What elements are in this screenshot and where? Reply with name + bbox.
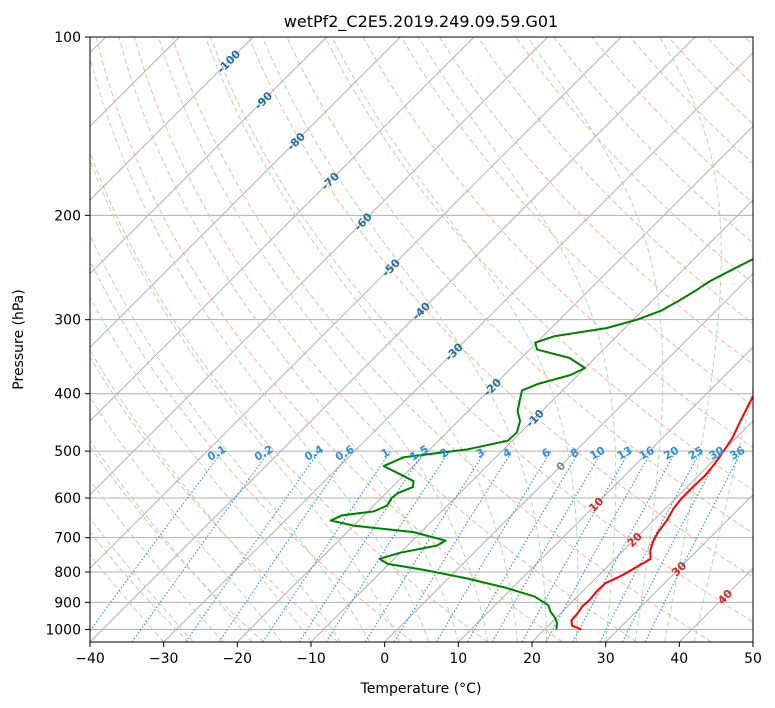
x-tick-label: −30 [149,651,179,667]
moist-adiabat-line [331,37,579,642]
y-tick-label: 600 [54,491,81,507]
moist-adiabat-line [659,37,722,642]
moist-adiabat-line [205,37,518,642]
moist-adiabat-line [118,37,459,642]
mixing-ratio-line [262,450,392,642]
dry-adiabat-line [210,37,753,623]
profile-lines [329,258,753,631]
axes: −40 −30 −20 −10 0 10 20 30 40 50 1000 900 800 700 600 5… [45,30,762,667]
dry-adiabat-line [95,37,563,642]
y-tick-label: 1000 [45,622,81,638]
mixing-ratio-line [644,450,743,642]
x-tick-label: 0 [380,651,389,667]
moist-adiabat-line [90,396,282,642]
dewpoint-line [329,258,753,630]
isotherm-line [90,37,475,422]
moist-adiabat-line [157,37,489,642]
mixing-ratio-line [364,450,486,642]
y-tick-label: 800 [54,565,81,581]
dry-adiabat-line [171,37,712,642]
y-tick-label: 400 [54,387,81,403]
x-tick-label: 20 [523,651,541,667]
moist-adiabat-line [90,295,341,642]
moist-adiabat-line [90,55,430,642]
isotherm-line [90,37,254,201]
isotherm-line [605,493,753,642]
mixing-ratio-line [521,450,630,642]
dry-adiabat-line [90,259,414,642]
mixing-ratio-line [545,450,653,642]
dry-adiabat-line [90,445,264,642]
y-axis-label: Pressure (hPa) [11,289,27,389]
isotherm-line [457,346,753,642]
dry-adiabat-line [90,356,339,642]
y-tick-label: 500 [54,444,81,460]
chart-title: wetPf2_C2E5.2019.249.09.59.G01 [284,12,558,32]
x-tick-label: −40 [75,651,105,667]
y-tick-label: 200 [54,208,81,224]
y-tick-label: 700 [54,531,81,547]
x-tick-label: −10 [296,651,326,667]
dry-adiabat-line [324,37,753,491]
moist-adiabat-line [90,439,253,642]
x-axis-label: Temperature (°C) [360,681,482,697]
x-tick-label: 50 [744,651,762,667]
isotherm-line [90,37,622,570]
dry-adiabat-line [400,37,753,407]
mixing-ratio-line [435,450,552,642]
mixing-ratio-line [325,450,450,642]
plot-frame [89,36,754,643]
x-tick-label: 40 [670,651,688,667]
dry-adiabat-line [90,531,190,642]
moist-adiabat-line [90,349,312,642]
dry-adiabat-line [90,150,488,642]
moist-adiabat-line [90,158,400,642]
dry-adiabat-line [248,37,753,578]
dry-adiabat-line [439,37,753,366]
isotherm-line [236,125,753,642]
moist-adiabat-line [418,37,617,642]
isotherm-line [384,272,753,642]
moist-adiabat-line [90,234,371,642]
isotherm-line [90,37,549,496]
y-tick-label: 300 [54,313,81,329]
dry-adiabat-line [515,37,753,284]
y-tick-label: 900 [54,595,81,611]
moist-adiabat-line [693,386,753,642]
moist-adiabat-line [261,37,548,642]
mixing-ratio-line [218,450,351,642]
mixing-ratio-line [621,450,722,642]
x-tick-label: 10 [449,651,467,667]
y-tick-label: 100 [54,30,81,46]
mixing-ratio-line [393,450,513,642]
isotherm-line [90,37,401,349]
x-tick-label: 30 [597,651,615,667]
isotherm-line [90,37,696,642]
mixing-ratio-line [131,450,270,642]
x-tick-label: −20 [223,651,253,667]
temperature-line [570,394,753,631]
isotherm-line [531,420,753,642]
isotherm-line [163,51,753,642]
dry-adiabat-line [133,37,638,642]
mixing-ratio-line [572,450,677,642]
isotherm-line [90,37,328,275]
mixing-ratio-line [90,450,223,632]
moist-adiabat-line [90,479,223,642]
mixing-ratio-line [185,450,320,642]
